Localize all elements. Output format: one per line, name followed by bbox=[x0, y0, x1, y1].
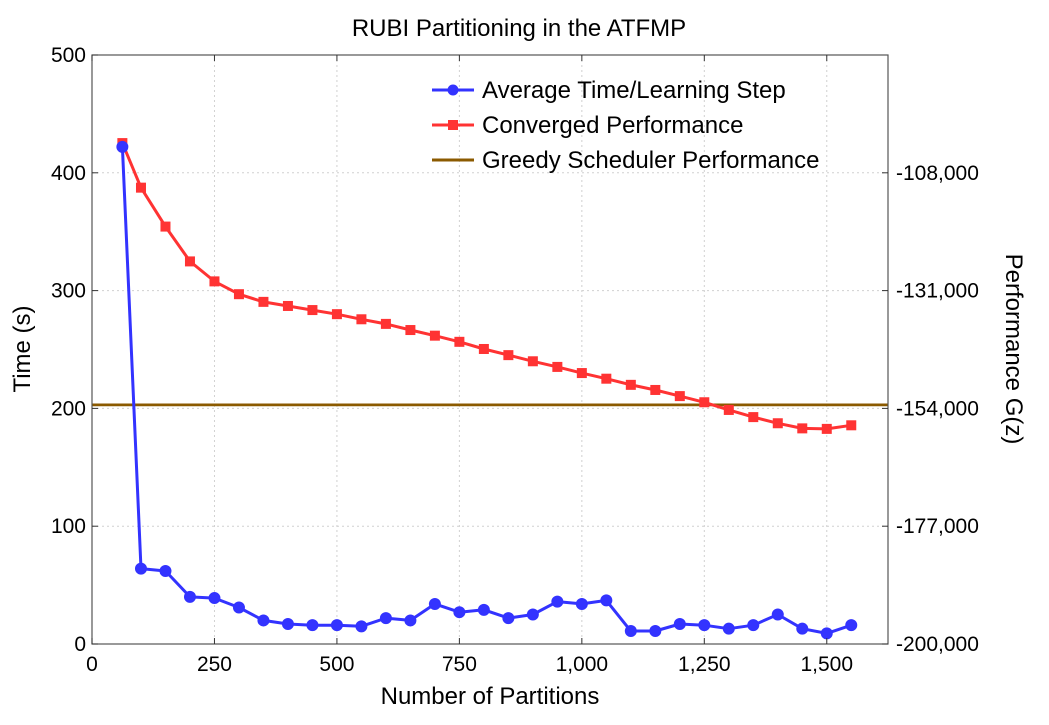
data-point bbox=[159, 564, 172, 577]
y2-tick-label: -154,000 bbox=[896, 397, 979, 420]
y2-tick-label: -108,000 bbox=[896, 162, 979, 185]
data-point bbox=[209, 276, 220, 287]
data-point bbox=[502, 612, 515, 625]
legend-marker bbox=[447, 84, 459, 96]
data-point bbox=[477, 603, 490, 616]
data-point bbox=[601, 373, 612, 384]
legend-label: Converged Performance bbox=[482, 112, 743, 139]
legend-marker bbox=[448, 120, 458, 130]
data-point bbox=[355, 620, 368, 633]
data-point bbox=[135, 182, 146, 193]
data-point bbox=[258, 296, 269, 307]
data-point bbox=[478, 343, 489, 354]
data-point bbox=[747, 619, 760, 632]
data-point bbox=[846, 420, 857, 431]
y2-tick-label: -177,000 bbox=[896, 515, 979, 538]
data-point bbox=[797, 423, 808, 434]
legend-label: Greedy Scheduler Performance bbox=[482, 147, 820, 174]
data-point bbox=[551, 595, 564, 608]
y2-tick-label: -131,000 bbox=[896, 280, 979, 303]
plot-frame bbox=[91, 54, 889, 645]
data-point bbox=[356, 314, 367, 325]
data-point bbox=[307, 305, 318, 316]
data-point bbox=[134, 562, 147, 575]
data-point bbox=[379, 612, 392, 625]
data-point bbox=[845, 619, 858, 632]
data-point bbox=[673, 617, 686, 630]
y-axis-right-title: Performance G(z) bbox=[1000, 254, 1027, 445]
x-tick-label: 250 bbox=[197, 653, 232, 676]
data-point bbox=[600, 594, 613, 607]
data-point bbox=[208, 592, 221, 605]
x-tick-label: 500 bbox=[319, 653, 354, 676]
data-point bbox=[526, 608, 539, 621]
data-point bbox=[722, 622, 735, 635]
chart-title: RUBI Partitioning in the ATFMP bbox=[352, 15, 686, 42]
series-line bbox=[121, 142, 852, 431]
data-point bbox=[429, 330, 440, 341]
data-point bbox=[404, 614, 417, 627]
data-point bbox=[232, 601, 245, 614]
axes: 0 250 500 750 1,000 1,250 1,500 0 100 200 300 400 50… bbox=[51, 44, 979, 676]
data-point bbox=[281, 617, 294, 630]
data-point bbox=[116, 140, 129, 153]
data-point bbox=[233, 289, 244, 300]
y-tick-label: 0 bbox=[74, 633, 86, 656]
data-point bbox=[330, 619, 343, 632]
data-point bbox=[453, 606, 466, 619]
data-point bbox=[820, 627, 833, 640]
data-point bbox=[282, 300, 293, 311]
data-point bbox=[454, 336, 465, 347]
data-point bbox=[698, 619, 711, 632]
y-axis-left-title: Time (s) bbox=[9, 305, 36, 392]
data-point bbox=[748, 412, 759, 423]
data-point bbox=[503, 350, 514, 361]
data-point bbox=[257, 614, 270, 627]
data-point bbox=[575, 597, 588, 610]
series-line bbox=[120, 146, 852, 635]
data-point bbox=[183, 590, 196, 603]
data-point bbox=[650, 384, 661, 395]
data-point bbox=[771, 608, 784, 621]
data-point bbox=[624, 625, 637, 638]
data-point bbox=[306, 619, 319, 632]
legend-label: Average Time/Learning Step bbox=[482, 77, 786, 104]
data-point bbox=[576, 368, 587, 379]
data-point bbox=[699, 397, 710, 408]
data-point bbox=[821, 423, 832, 434]
data-point bbox=[331, 309, 342, 320]
data-point bbox=[723, 404, 734, 415]
data-point bbox=[380, 318, 391, 329]
x-tick-label: 1,500 bbox=[800, 653, 853, 676]
y-tick-label: 100 bbox=[51, 515, 86, 538]
y-tick-label: 300 bbox=[51, 280, 86, 303]
x-axis-title: Number of Partitions bbox=[381, 683, 600, 710]
x-tick-label: 1,000 bbox=[556, 653, 609, 676]
data-point bbox=[649, 625, 662, 638]
y-tick-label: 400 bbox=[51, 162, 86, 185]
y-tick-label: 500 bbox=[51, 44, 86, 67]
x-tick-label: 1,250 bbox=[678, 653, 731, 676]
data-point bbox=[552, 361, 563, 372]
data-point bbox=[405, 325, 416, 336]
y-tick-label: 200 bbox=[51, 397, 86, 420]
data-point bbox=[625, 379, 636, 390]
data-point bbox=[796, 622, 809, 635]
data-point bbox=[160, 221, 171, 232]
data-point bbox=[428, 597, 441, 610]
data-point bbox=[527, 356, 538, 367]
data-point bbox=[772, 418, 783, 429]
y2-tick-label: -200,000 bbox=[896, 633, 979, 656]
data-point bbox=[184, 256, 195, 267]
data-point bbox=[674, 391, 685, 402]
x-tick-label: 750 bbox=[442, 653, 477, 676]
x-tick-label: 0 bbox=[86, 653, 98, 676]
plot-area bbox=[92, 138, 888, 640]
legend: Average Time/Learning Step Converged Perf… bbox=[432, 77, 820, 174]
